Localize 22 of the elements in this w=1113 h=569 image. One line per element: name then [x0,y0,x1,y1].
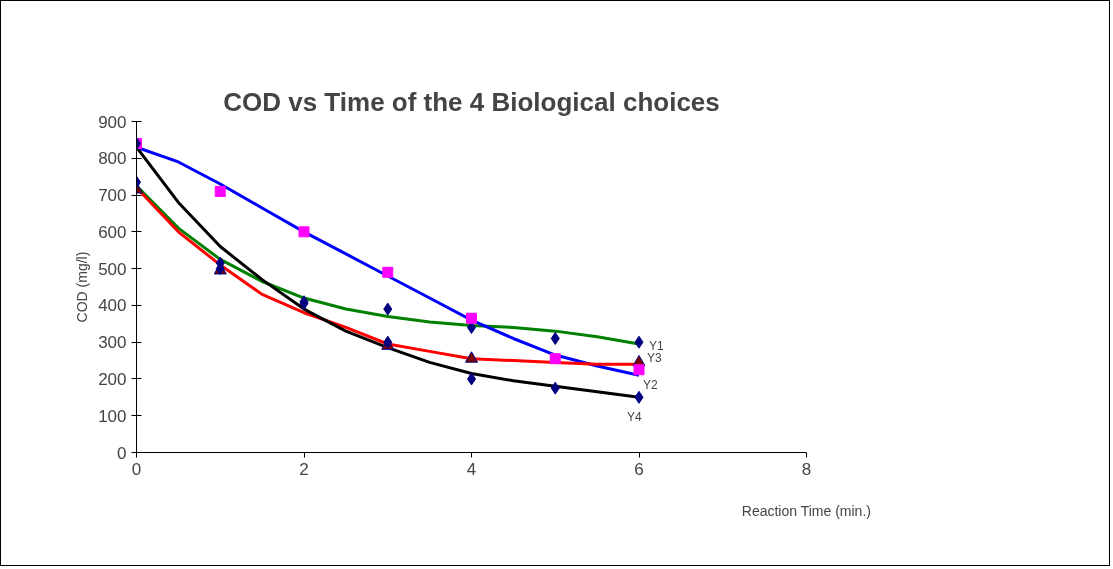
y-tick-label: 800 [98,149,127,169]
y-tick-label: 400 [98,296,127,316]
x-tick-label: 8 [801,459,812,479]
y-tick-label: 200 [98,369,127,389]
y-tick-label: 300 [98,333,127,353]
series-label: Y1 [649,339,664,354]
series-label: Y2 [643,378,658,393]
y-tick-label: 700 [98,186,127,206]
y-tick-label: 900 [98,112,127,132]
series-label: Y3 [647,351,662,366]
y-tick-label: 0 [117,443,127,463]
y-axis-title: COD (mg/l) [74,251,91,323]
y-tick-label: 100 [98,406,127,426]
x-tick-label: 6 [634,459,644,479]
x-tick-label: 0 [131,459,142,479]
chart-title: COD vs Time of the 4 Biological choices [223,86,720,117]
x-tick-label: 4 [466,459,477,479]
y-tick-label: 500 [98,259,127,279]
x-axis-title: Reaction Time (min.) [741,502,871,519]
x-tick-label: 2 [299,459,309,479]
y-tick-label: 600 [98,222,127,242]
series-label: Y4 [627,410,642,425]
